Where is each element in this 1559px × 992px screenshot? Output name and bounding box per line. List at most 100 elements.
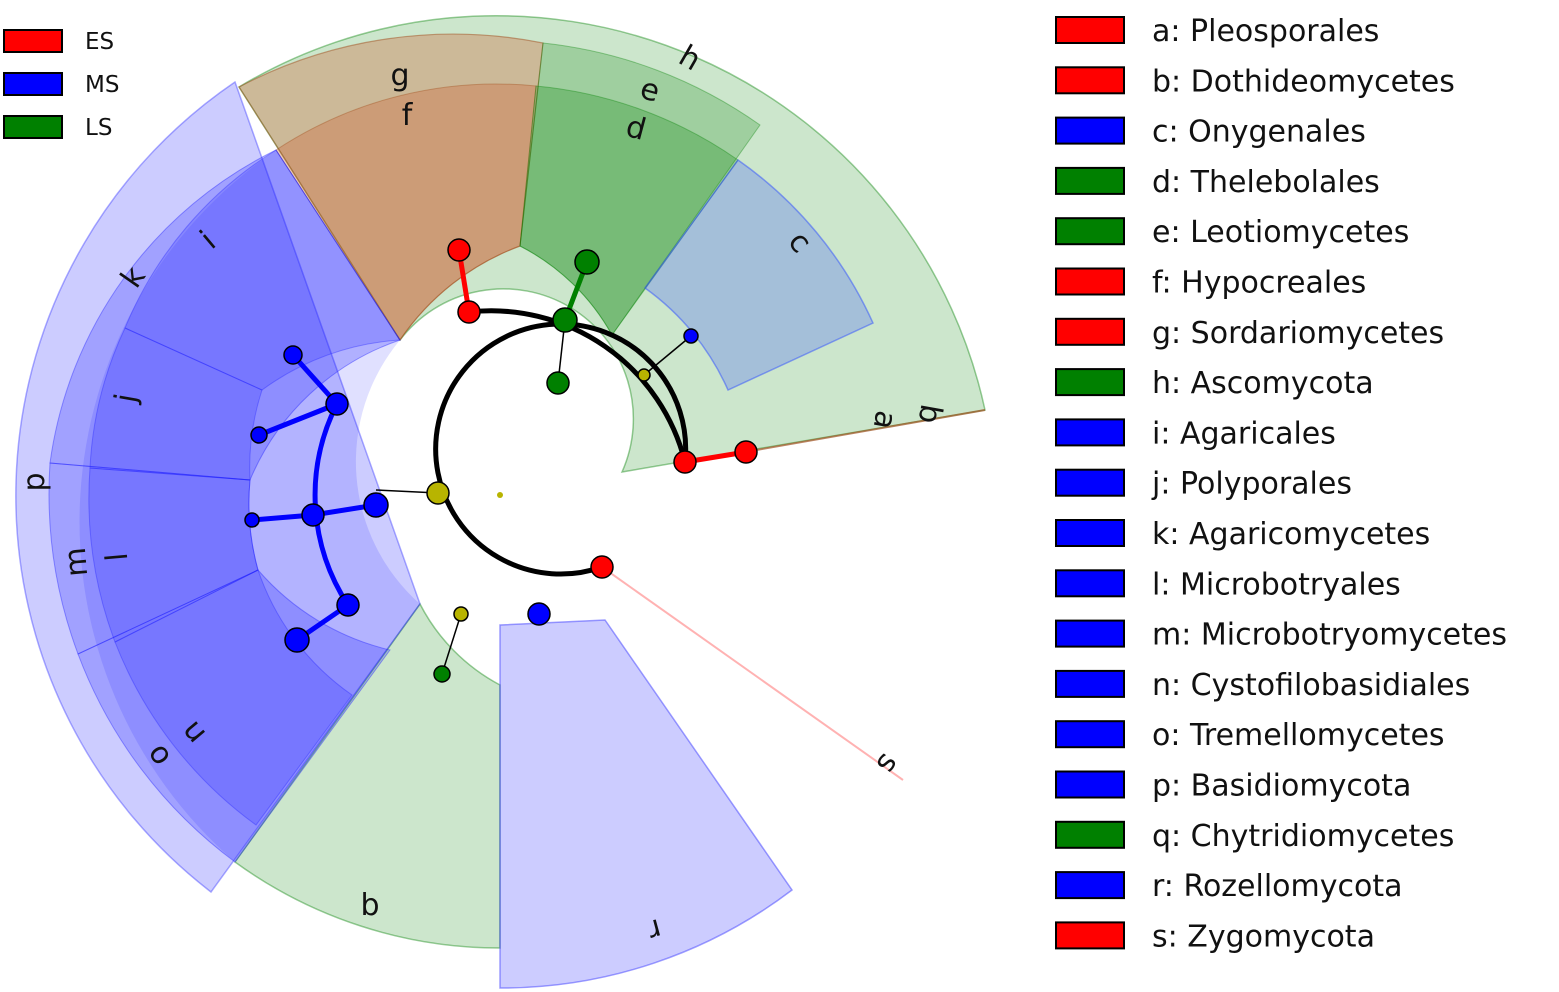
label-p: p bbox=[17, 472, 52, 491]
taxa-legend-item: n: Cystofilobasidiales bbox=[1055, 668, 1470, 703]
sector-a-b-edge bbox=[744, 409, 986, 453]
group-legend: ES MS LS bbox=[3, 29, 119, 141]
taxa-legend-label: o: Tremellomycetes bbox=[1152, 718, 1445, 753]
taxa-legend-label: r: Rozellomycota bbox=[1152, 869, 1403, 904]
taxa-legend-label: e: Leotiomycetes bbox=[1152, 215, 1409, 250]
sector-j-polyporales bbox=[89, 327, 263, 481]
sector-n-cystofilobasidiales bbox=[114, 569, 353, 826]
legend-swatch bbox=[1055, 468, 1125, 497]
taxa-legend-label: c: Onygenales bbox=[1152, 115, 1366, 150]
legend-swatch bbox=[1055, 368, 1125, 397]
taxa-legend-label: i: Agaricales bbox=[1152, 416, 1336, 451]
legend-swatch bbox=[3, 115, 63, 139]
taxa-legend-item: e: Leotiomycetes bbox=[1055, 215, 1409, 250]
taxa-legend-label: k: Agaricomycetes bbox=[1152, 517, 1430, 552]
node-g-sordariomycetes bbox=[447, 238, 471, 262]
node-d-thelebolales bbox=[552, 307, 578, 333]
taxa-legend-item: g: Sordariomycetes bbox=[1055, 316, 1444, 351]
node-root bbox=[497, 492, 503, 498]
node-r-rozellomycota bbox=[527, 602, 551, 626]
taxa-legend-label: j: Polyporales bbox=[1151, 467, 1352, 502]
taxa-legend-item: p: Basidiomycota bbox=[1055, 769, 1411, 804]
legend-swatch bbox=[1055, 16, 1125, 44]
label-l: l bbox=[100, 551, 136, 562]
node-m-microbotryomycetes bbox=[301, 503, 325, 527]
label-f: f bbox=[402, 98, 414, 133]
legend-swatch bbox=[1055, 166, 1125, 195]
legend-swatch bbox=[1055, 267, 1125, 296]
taxa-legend-item: c: Onygenales bbox=[1055, 115, 1366, 150]
taxa-legend-item: i: Agaricales bbox=[1055, 416, 1336, 451]
taxa-legend-item: h: Ascomycota bbox=[1055, 366, 1374, 401]
taxa-legend-label: b: Dothideomycetes bbox=[1152, 64, 1455, 99]
node-c-onygenales bbox=[683, 328, 699, 344]
legend-swatch bbox=[1055, 619, 1125, 648]
clade-shading bbox=[15, 15, 986, 989]
legend-swatch bbox=[1055, 770, 1125, 799]
taxa-legend-item: j: Polyporales bbox=[1055, 467, 1352, 502]
legend-swatch bbox=[1055, 317, 1125, 346]
sector-o-tremellomycetes bbox=[77, 569, 391, 863]
sector-p-basidiomycota bbox=[15, 80, 421, 894]
taxa-legend-label: d: Thelebolales bbox=[1152, 165, 1380, 200]
legend-swatch bbox=[3, 29, 63, 53]
node-b-dothideomycetes bbox=[673, 450, 697, 474]
node-j-polyporales bbox=[250, 426, 268, 444]
node-q-chytridiomycetes bbox=[433, 665, 451, 683]
sector-f-hypocreales bbox=[275, 83, 537, 341]
taxa-legend-label: f: Hypocreales bbox=[1152, 266, 1366, 301]
legend-swatch bbox=[1055, 669, 1125, 698]
label-s: s bbox=[869, 747, 907, 780]
taxa-legend-item: f: Hypocreales bbox=[1055, 266, 1366, 301]
tree-nodes bbox=[244, 238, 758, 683]
group-legend-label: LS bbox=[85, 115, 112, 141]
legend-swatch bbox=[1055, 519, 1125, 547]
taxa-legend-item: b: Dothideomycetes bbox=[1055, 64, 1455, 99]
sector-g-sordariomycetes bbox=[238, 33, 544, 342]
sector-m-microbotryomycetes bbox=[48, 462, 259, 655]
taxa-legend: a: Pleosporales b: Dothideomycetes c: Onyg… bbox=[1055, 14, 1507, 954]
group-legend-item-ms: MS bbox=[3, 72, 119, 98]
group-legend-label: ES bbox=[85, 29, 114, 55]
sector-r-rozellomycota bbox=[499, 619, 794, 989]
taxa-legend-item: l: Microbotryales bbox=[1055, 567, 1401, 602]
group-legend-item-ls: LS bbox=[3, 115, 112, 141]
legend-swatch bbox=[1055, 720, 1125, 749]
legend-swatch bbox=[1055, 217, 1125, 246]
label-g: g bbox=[390, 58, 409, 93]
taxa-legend-label: m: Microbotryomycetes bbox=[1152, 618, 1507, 653]
branch-phylum-arc bbox=[433, 321, 689, 577]
branch-ascomycota-arc bbox=[468, 308, 688, 463]
group-legend-item-es: ES bbox=[3, 29, 114, 55]
taxa-legend-item: a: Pleosporales bbox=[1055, 14, 1379, 49]
taxa-legend-label: p: Basidiomycota bbox=[1152, 769, 1411, 804]
node-f-hypocreales bbox=[457, 300, 481, 324]
group-legend-label: MS bbox=[85, 72, 119, 98]
node-n-cystofilobasidiales bbox=[284, 627, 310, 653]
taxa-legend-item: k: Agaricomycetes bbox=[1055, 517, 1430, 552]
taxa-legend-label: l: Microbotryales bbox=[1152, 567, 1401, 602]
node-fungi bbox=[426, 481, 450, 505]
taxa-legend-label: h: Ascomycota bbox=[1152, 366, 1374, 401]
node-s-zygomycota bbox=[590, 555, 614, 579]
node-ascomycota-sub bbox=[637, 368, 651, 382]
taxa-legend-label: q: Chytridiomycetes bbox=[1152, 819, 1454, 854]
taxa-legend-label: a: Pleosporales bbox=[1152, 14, 1379, 49]
node-e-leotiomycetes bbox=[574, 249, 600, 275]
taxa-legend-label: n: Cystofilobasidiales bbox=[1152, 668, 1470, 703]
taxa-legend-item: s: Zygomycota bbox=[1055, 919, 1375, 954]
node-k-agaricomycetes bbox=[325, 392, 349, 416]
taxa-legend-item: q: Chytridiomycetes bbox=[1055, 819, 1454, 854]
legend-swatch bbox=[1055, 66, 1125, 95]
sector-i-agaricales bbox=[124, 149, 401, 391]
node-p-basidiomycota bbox=[363, 492, 389, 518]
node-l-microbotryales bbox=[244, 512, 260, 528]
legend-swatch bbox=[3, 72, 63, 96]
sector-p-basidiomycota-inner bbox=[79, 150, 420, 862]
legend-swatch bbox=[1055, 871, 1125, 900]
node-chytrid-parent bbox=[453, 606, 469, 622]
taxa-legend-item: o: Tremellomycetes bbox=[1055, 718, 1445, 753]
taxa-legend-label: g: Sordariomycetes bbox=[1152, 316, 1444, 351]
taxa-legend-item: d: Thelebolales bbox=[1055, 165, 1380, 200]
